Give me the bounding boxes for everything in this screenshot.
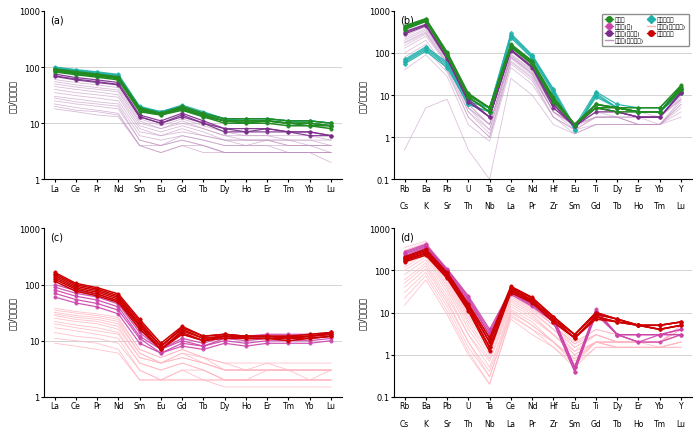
Text: Th: Th <box>463 202 473 211</box>
Text: (b): (b) <box>400 15 414 25</box>
Text: Sm: Sm <box>568 419 581 428</box>
Legend: 闪长岩, 花岗岩(脉), 闪长岩(剪切带), 中性岩(文献数据), 花岗闪长岩, 酸性岩(文献数据), 花岗岩榍石: 闪长岩, 花岗岩(脉), 闪长岩(剪切带), 中性岩(文献数据), 花岗闪长岩,… <box>602 15 689 47</box>
Text: Sr: Sr <box>443 419 451 428</box>
Y-axis label: 样品/原始地幔: 样品/原始地幔 <box>358 296 368 329</box>
Text: Sm: Sm <box>568 202 581 211</box>
Text: Gd: Gd <box>591 202 601 211</box>
Text: Zr: Zr <box>550 419 558 428</box>
Y-axis label: 样品/球粒陨石: 样品/球粒陨石 <box>8 79 18 112</box>
Text: Tb: Tb <box>612 419 622 428</box>
Text: Pr: Pr <box>528 419 536 428</box>
Text: Ho: Ho <box>634 419 644 428</box>
Text: Ho: Ho <box>634 202 644 211</box>
Text: Tb: Tb <box>612 202 622 211</box>
Text: (d): (d) <box>400 232 414 242</box>
Text: K: K <box>424 419 428 428</box>
Text: La: La <box>506 419 515 428</box>
Text: Sr: Sr <box>443 202 451 211</box>
Text: Gd: Gd <box>591 419 601 428</box>
Text: Lu: Lu <box>676 419 685 428</box>
Y-axis label: 样品/原始地幔: 样品/原始地幔 <box>358 79 368 112</box>
Text: Cs: Cs <box>400 419 409 428</box>
Text: Lu: Lu <box>676 202 685 211</box>
Text: Tm: Tm <box>654 202 666 211</box>
Text: Pr: Pr <box>528 202 536 211</box>
Text: La: La <box>506 202 515 211</box>
Text: Tm: Tm <box>654 419 666 428</box>
Text: Zr: Zr <box>550 202 558 211</box>
Text: Th: Th <box>463 419 473 428</box>
Text: K: K <box>424 202 428 211</box>
Text: (c): (c) <box>50 232 63 242</box>
Text: (a): (a) <box>50 15 64 25</box>
Text: Nb: Nb <box>484 419 495 428</box>
Text: Cs: Cs <box>400 202 409 211</box>
Y-axis label: 样品/球粒陨石: 样品/球粒陨石 <box>8 296 18 329</box>
Text: Nb: Nb <box>484 202 495 211</box>
